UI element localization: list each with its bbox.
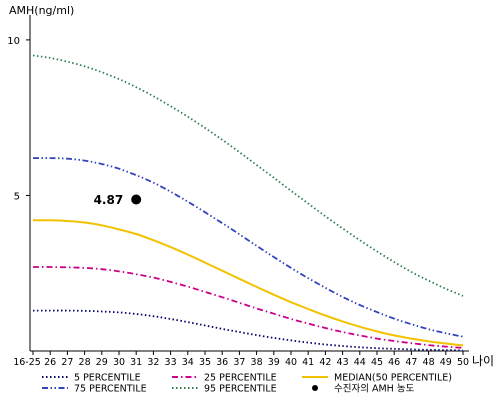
x-tick-label: 34 xyxy=(182,357,194,368)
x-tick-label: 47 xyxy=(405,357,417,368)
x-tick-label: 38 xyxy=(251,357,263,368)
x-tick-label: 50 xyxy=(457,357,469,368)
legend-label: 5 PERCENTILE xyxy=(74,373,141,384)
series-line-median-50-percentile xyxy=(32,219,464,347)
x-tick-label: 46 xyxy=(388,357,400,368)
x-axis-label: 나이 xyxy=(472,354,494,368)
x-tick-label: 36 xyxy=(216,357,228,368)
series-line-25-percentile xyxy=(32,266,464,349)
x-tick-label: 30 xyxy=(113,357,125,368)
legend-point-swatch xyxy=(312,385,318,391)
x-tick-label: 40 xyxy=(285,357,297,368)
x-tick-label: 42 xyxy=(319,357,331,368)
legend: 5 PERCENTILE 25 PERCENTILE MEDIAN(50 PERCE… xyxy=(42,373,452,395)
legend-label: MEDIAN(50 PERCENTILE) xyxy=(334,373,452,384)
x-tick-label: 32 xyxy=(147,357,159,368)
legend-label: 수진자의 AMH 농도 xyxy=(334,384,415,395)
x-tick-label: 45 xyxy=(371,357,383,368)
x-tick-label: 33 xyxy=(165,357,177,368)
x-tick-label: 44 xyxy=(354,357,366,368)
series-line-75-percentile xyxy=(32,157,464,338)
x-tick-label: 28 xyxy=(79,357,91,368)
x-tick-label: 41 xyxy=(302,357,314,368)
y-tick-label: 10 xyxy=(7,36,20,47)
x-tick-label: 26 xyxy=(44,357,56,368)
series-line-95-percentile xyxy=(32,54,464,297)
legend-label: 25 PERCENTILE xyxy=(204,373,277,384)
series-layer xyxy=(32,54,464,352)
x-tick-label: 39 xyxy=(268,357,280,368)
x-tick-label: 37 xyxy=(233,357,245,368)
legend-label: 95 PERCENTILE xyxy=(204,384,277,395)
x-tick-label: 16-25 xyxy=(13,357,41,368)
legend-label: 75 PERCENTILE xyxy=(74,384,147,395)
axes: 5 10 16-25 26 27 28 29 30 31 32 33 34 35 36 37 38 39 40 41… xyxy=(7,15,494,368)
patient-amh-point xyxy=(131,194,142,205)
x-tick-label: 31 xyxy=(130,357,142,368)
x-tick-label: 35 xyxy=(199,357,211,368)
patient-amh-label: 4.87 xyxy=(94,193,124,207)
y-axis-label: AMH(ng/ml) xyxy=(9,4,74,17)
y-tick-label: 5 xyxy=(14,191,20,202)
x-tick-label: 27 xyxy=(61,357,73,368)
x-tick-label: 43 xyxy=(337,357,349,368)
x-tick-label: 48 xyxy=(423,357,435,368)
points-layer: 4.87 xyxy=(94,193,142,207)
x-tick-label: 29 xyxy=(96,357,108,368)
series-line-5-percentile xyxy=(32,309,464,352)
x-tick-label: 49 xyxy=(440,357,452,368)
